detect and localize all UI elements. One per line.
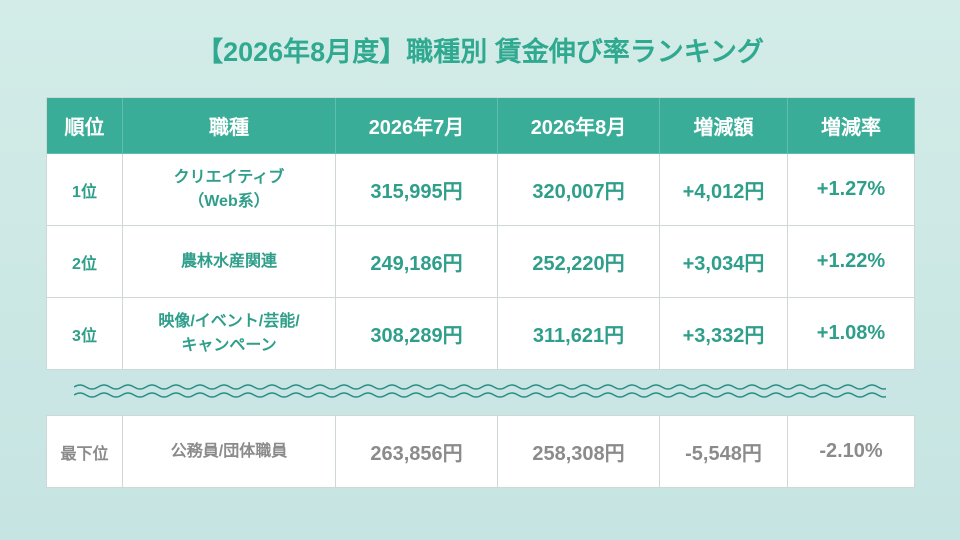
table-cell: 252,220円 <box>498 226 660 298</box>
table-cell: -2.10% <box>788 416 915 488</box>
table-cell: 1位 <box>47 154 123 226</box>
table-cell: +1.27% <box>788 154 915 226</box>
table-cell: 3位 <box>47 298 123 370</box>
table-cell: 最下位 <box>47 416 123 488</box>
table-cell: 2位 <box>47 226 123 298</box>
table-cell: 農林水産関連 <box>123 226 336 298</box>
header-cell: 増減率 <box>788 98 915 154</box>
table-cell: 263,856円 <box>336 416 498 488</box>
wave-separator <box>74 384 886 398</box>
table-cell: クリエイティブ （Web系） <box>123 154 336 226</box>
table-cell: +1.22% <box>788 226 915 298</box>
table-cell: 308,289円 <box>336 298 498 370</box>
table-cell: +4,012円 <box>660 154 788 226</box>
table-cell: 映像/イベント/芸能/ キャンペーン <box>123 298 336 370</box>
table-cell: +3,034円 <box>660 226 788 298</box>
table-cell: 公務員/団体職員 <box>123 416 336 488</box>
header-cell: 職種 <box>123 98 336 154</box>
wave-line <box>74 384 886 390</box>
header-cell: 2026年8月 <box>498 98 660 154</box>
header-cell: 増減額 <box>660 98 788 154</box>
title: 【2026年8月度】職種別 賃金伸び率ランキング <box>196 37 764 67</box>
table-cell: 311,621円 <box>498 298 660 370</box>
bottom-table: 最下位 公務員/団体職員 263,856円 258,308円 -5,548円 -2.10% <box>46 415 915 488</box>
table-cell: +3,332円 <box>660 298 788 370</box>
header-cell: 順位 <box>47 98 123 154</box>
table-cell: 258,308円 <box>498 416 660 488</box>
table-cell: 315,995円 <box>336 154 498 226</box>
table-cell: 320,007円 <box>498 154 660 226</box>
table-cell: +1.08% <box>788 298 915 370</box>
ranking-table: 順位 職種 2026年7月 2026年8月 増減額 増減率 1位 クリエイティブ （Web系）… <box>46 97 915 370</box>
table-cell: 249,186円 <box>336 226 498 298</box>
wave-line <box>74 392 886 398</box>
table-cell: -5,548円 <box>660 416 788 488</box>
header-cell: 2026年7月 <box>336 98 498 154</box>
